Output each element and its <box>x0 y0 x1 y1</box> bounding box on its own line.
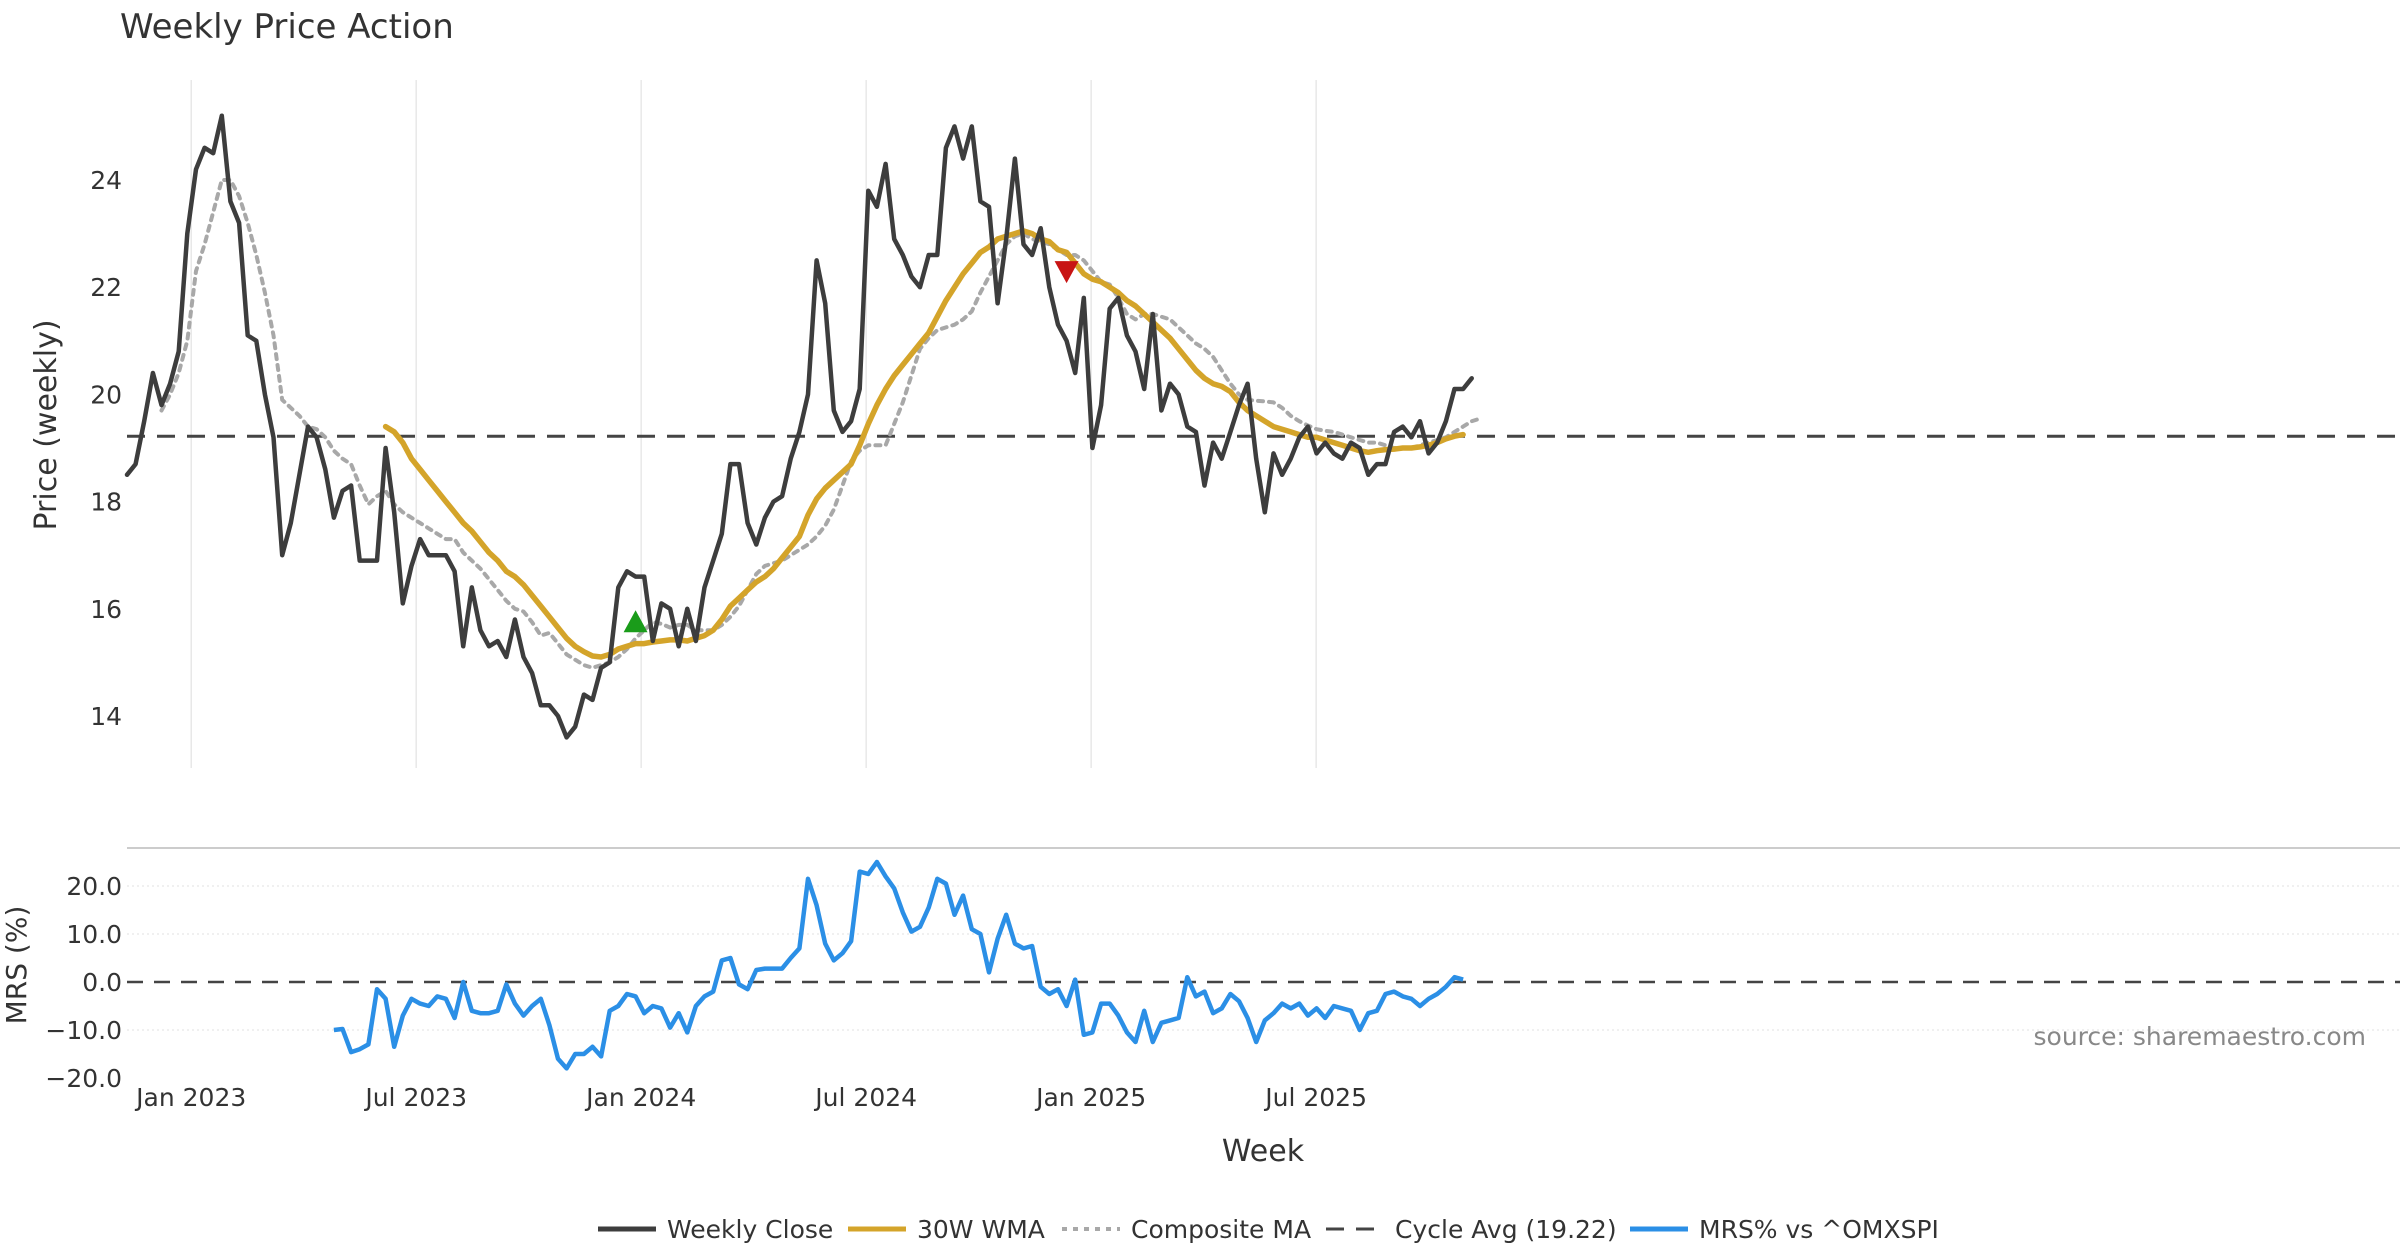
x-tick-label: Jan 2025 <box>1034 1083 1146 1112</box>
composite-ma-line <box>159 178 1483 670</box>
buy-signal-marker <box>623 610 648 633</box>
price-y-tick-label: 20 <box>90 380 122 409</box>
price-y-tick-label: 14 <box>90 702 122 731</box>
legend-label-composite-ma: Composite MA <box>1131 1215 1311 1244</box>
mrs-y-axis-label: MRS (%) <box>0 906 33 1025</box>
x-tick-label: Jul 2025 <box>1263 1083 1367 1112</box>
sell-signal-marker <box>1054 261 1079 284</box>
x-axis-label: Week <box>1222 1134 1305 1169</box>
wma-30w-line <box>382 228 1466 660</box>
price-y-tick-label: 16 <box>90 595 122 624</box>
mrs-series <box>333 859 1464 1071</box>
mrs-y-tick-label: 20.0 <box>66 872 122 901</box>
price-y-tick-label: 24 <box>90 166 122 195</box>
x-tick-label: Jan 2024 <box>584 1083 696 1112</box>
price-series <box>124 113 2400 740</box>
mrs-y-ticks: 20.0 10.0 0.0 −10.0 −20.0 <box>45 872 122 1093</box>
legend-label-mrs: MRS% vs ^OMXSPI <box>1699 1215 1939 1244</box>
price-y-tick-label: 18 <box>90 488 122 517</box>
price-y-axis-label: Price (weekly) <box>29 319 64 530</box>
mrs-y-tick-label: −20.0 <box>45 1064 122 1093</box>
mrs-y-tick-label: 10.0 <box>66 920 122 949</box>
legend-label-weekly-close: Weekly Close <box>667 1215 833 1244</box>
x-ticks: Jan 2023 Jul 2023 Jan 2024 Jul 2024 Jan 2025… <box>134 1083 1367 1112</box>
price-grid <box>190 80 1317 768</box>
legend-label-30w-wma: 30W WMA <box>917 1215 1045 1244</box>
weekly-close-line <box>124 113 1474 740</box>
legend: Weekly Close 30W WMA Composite MA Cycle … <box>598 1215 1939 1244</box>
price-y-tick-label: 22 <box>90 273 122 302</box>
x-tick-label: Jan 2023 <box>134 1083 246 1112</box>
watermark: source: sharemaestro.com <box>2034 1022 2367 1051</box>
mrs-y-tick-label: 0.0 <box>82 968 122 997</box>
x-tick-label: Jul 2023 <box>363 1083 467 1112</box>
x-tick-label: Jul 2024 <box>813 1083 917 1112</box>
mrs-y-tick-label: −10.0 <box>45 1016 122 1045</box>
legend-label-cycle-avg: Cycle Avg (19.22) <box>1395 1215 1617 1244</box>
mrs-line <box>333 859 1464 1071</box>
price-y-ticks: 14 16 18 20 22 24 <box>90 166 122 731</box>
chart-title: Weekly Price Action <box>120 7 454 47</box>
mrs-grid <box>127 885 2400 1031</box>
